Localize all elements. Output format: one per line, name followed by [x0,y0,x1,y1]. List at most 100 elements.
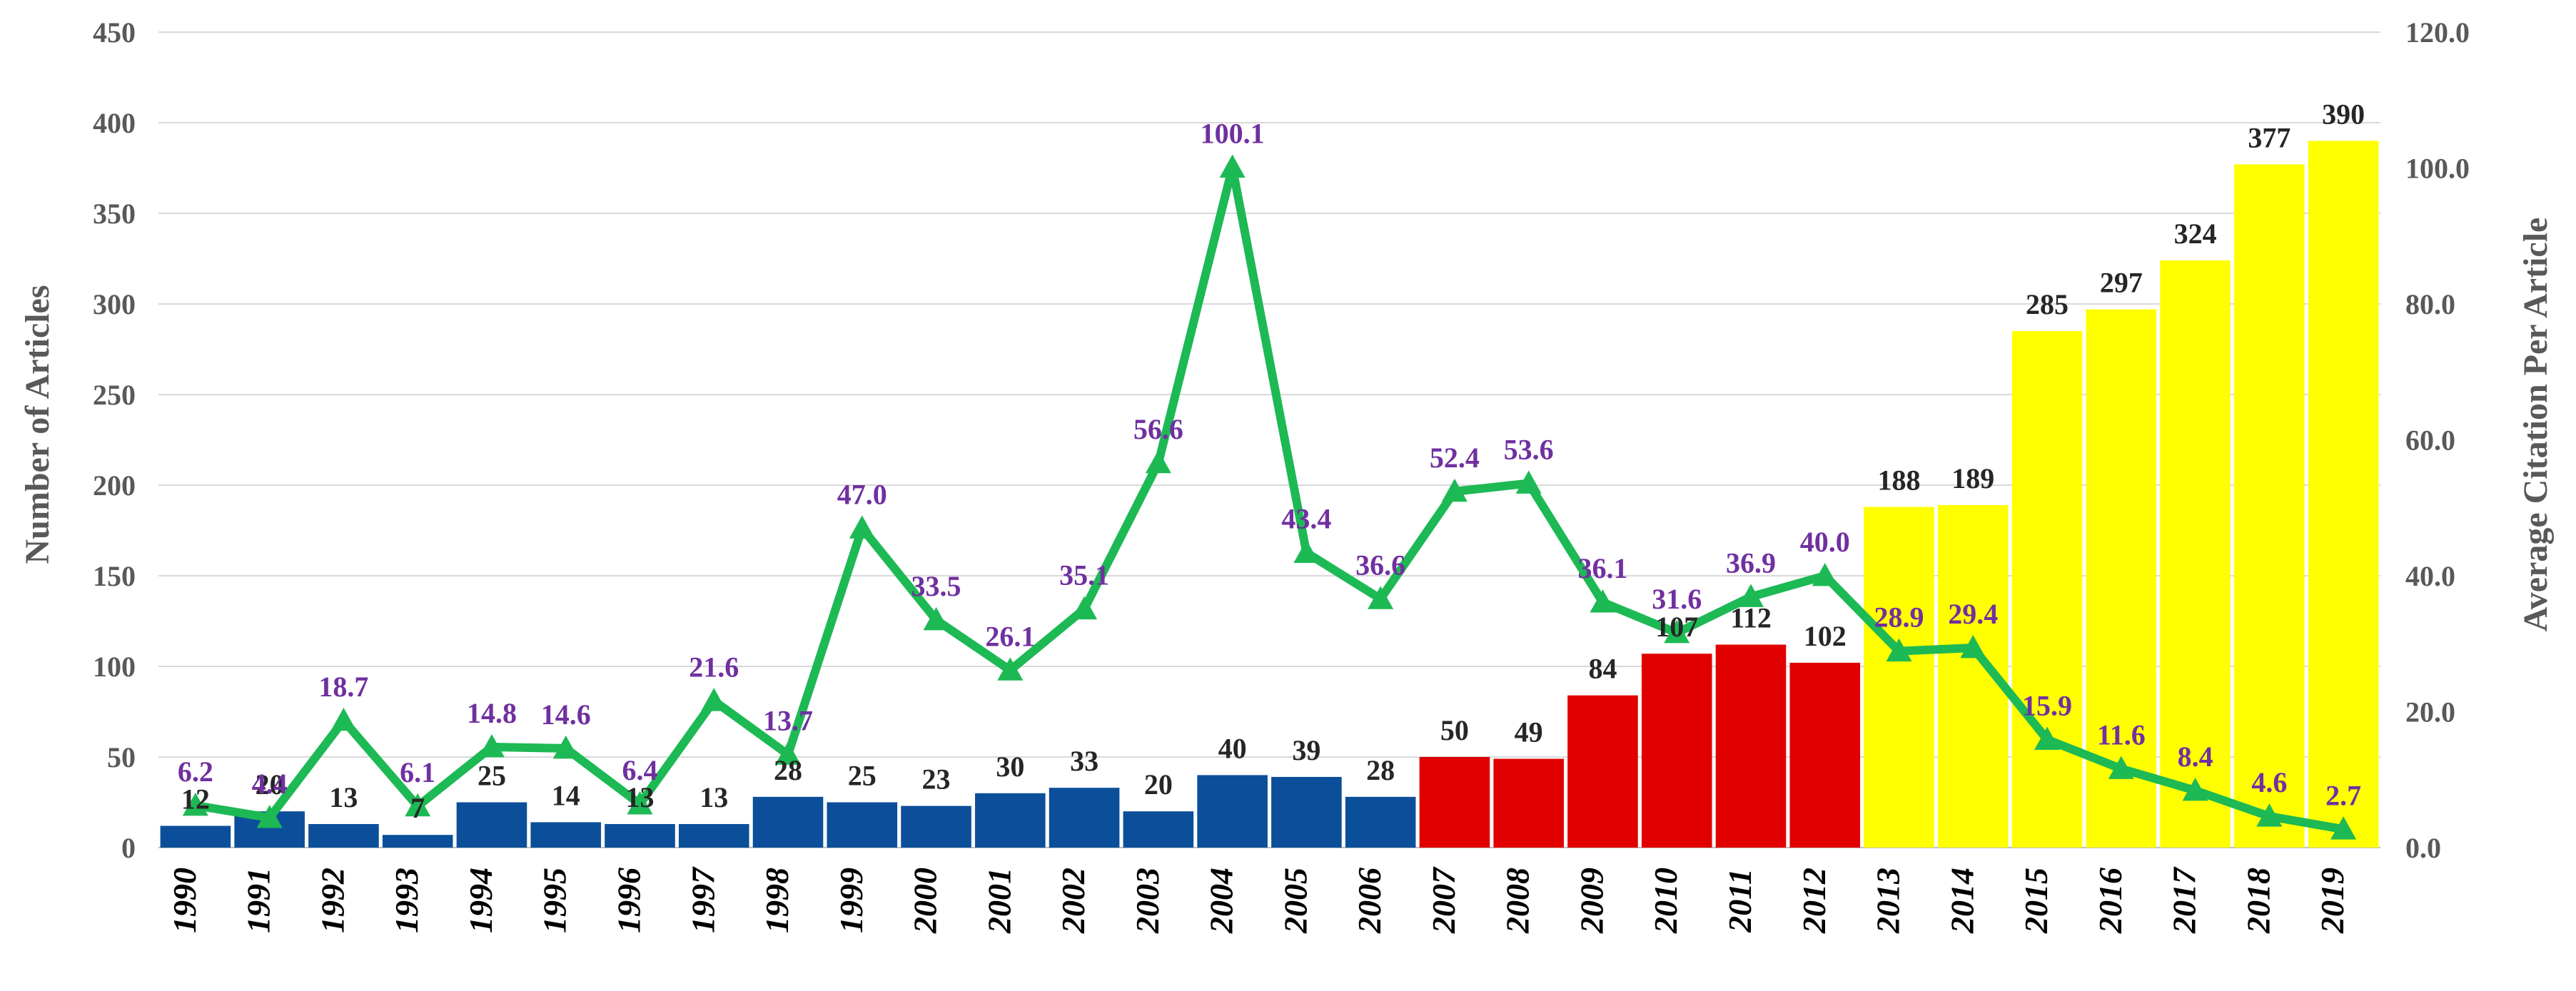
bar [1567,695,1638,848]
bar [2011,331,2083,848]
x-tick-label: 2011 [1722,868,1758,932]
y-tick-label: 300 [93,288,136,320]
line-point [1812,563,1838,586]
x-tick-label: 2014 [1944,868,1980,934]
line-value-label: 2.7 [2325,779,2361,811]
bar [678,823,749,848]
y-tick-label: 450 [93,16,136,49]
line-point [1145,449,1171,474]
y-tick-label: 400 [93,107,136,139]
line-value-label: 18.7 [318,671,368,703]
x-tick-label: 1997 [685,866,721,933]
bar [382,835,453,848]
line-value-label: 14.8 [467,697,517,729]
y-tick-label: 150 [93,560,136,592]
y2-tick-label: 60.0 [2405,425,2455,457]
line-point [2108,756,2134,779]
bar-value-label: 28 [1366,754,1395,786]
bar [1049,788,1120,848]
bar-value-label: 28 [774,754,802,786]
y2-tick-label: 120.0 [2405,16,2470,49]
x-tick-label: 2002 [1055,868,1091,934]
bar [1419,757,1490,848]
line-value-label: 40.0 [1800,526,1850,558]
bar [901,805,971,848]
line-value-label: 52.4 [1430,442,1480,474]
x-tick-label: 1991 [241,868,277,933]
gridlines [158,31,2380,848]
line-value-label: 56.6 [1133,413,1183,445]
x-tick-label: 2012 [1796,868,1832,934]
bar [160,825,231,848]
bar [2234,164,2305,848]
bar-value-label: 112 [1730,602,1772,634]
x-tick-label: 2017 [2166,866,2203,934]
x-tick-label: 1996 [610,868,647,933]
y-tick-label: 350 [93,198,136,230]
line-value-label: 11.6 [2097,719,2146,751]
line-value-label: 28.9 [1874,601,1924,634]
y2-tick-label: 100.0 [2405,153,2470,185]
line-point [478,734,505,758]
x-tick-label: 2006 [1351,868,1388,934]
line-value-label: 36.1 [1577,552,1627,584]
line-point [405,793,431,817]
line-value-label: 43.4 [1281,503,1331,535]
bar-value-label: 377 [2248,121,2290,153]
x-tick-label: 2004 [1203,868,1240,934]
line-value-label: 8.4 [2178,741,2213,773]
line-point [1960,634,1986,659]
line-point [552,735,579,759]
line-point [923,606,949,631]
x-tick-label: 2000 [907,868,944,934]
x-tick-label: 2003 [1129,868,1166,934]
y-axis-title: Number of Articles [19,285,56,564]
bar [308,823,379,848]
bar-value-label: 25 [848,760,877,792]
bar-value-label: 50 [1440,714,1469,746]
line-point [1071,596,1098,620]
bar-value-label: 324 [2174,218,2217,250]
bar [827,802,898,848]
citation-line [194,163,2345,834]
bar [456,802,527,848]
x-tick-label: 1993 [388,868,425,933]
bar-value-label: 189 [1951,462,1994,494]
x-tick-label: 1992 [314,868,350,933]
bar [1123,811,1194,848]
y2-tick-label: 80.0 [2405,288,2455,320]
bar-value-label: 40 [1218,732,1247,764]
line-point [1293,539,1320,564]
x-tick-label: 2018 [2240,868,2276,934]
bar-value-label: 23 [922,763,951,796]
line-value-labels: 6.2 4.4 18.7 6.1 14.8 14.6 6.4 21.6 13.7 47.0 33.5… [178,118,2361,812]
x-tick-label: 2015 [2018,868,2054,934]
x-tick-label: 2008 [1500,868,1536,934]
bar [1493,758,1564,848]
bar [1197,775,1268,848]
line-value-label: 6.4 [622,754,657,786]
bar [1345,796,1416,848]
bar-value-label: 7 [410,792,425,824]
bar-value-label: 12 [181,783,210,815]
bar-value-label: 20 [1144,768,1173,801]
line-point [1441,478,1468,502]
x-tick-label: 1994 [463,868,499,933]
bar-value-label: 25 [478,760,506,792]
line-point [1515,470,1542,494]
bar [2160,260,2231,848]
bar-value-label: 285 [2026,288,2069,320]
x-tick-label: 1995 [537,868,573,933]
x-tick-label: 2009 [1573,868,1610,934]
line-value-label: 15.9 [2022,690,2072,722]
line-value-label: 36.6 [1355,549,1405,581]
line-point [2256,803,2283,827]
bar-value-label: 14 [552,779,580,811]
bar-value-label: 107 [1655,611,1698,643]
x-axis-ticks: 1990 1991 1992 1993 1994 1995 1996 1997 1998 1999… [166,866,2350,934]
y-tick-label: 200 [93,469,136,502]
bar-value-label: 33 [1070,745,1098,777]
line-value-label: 100.1 [1201,118,1265,150]
left-axis-ticks: 0 50 100 150 200 250 300 350 400 450 [93,16,136,864]
